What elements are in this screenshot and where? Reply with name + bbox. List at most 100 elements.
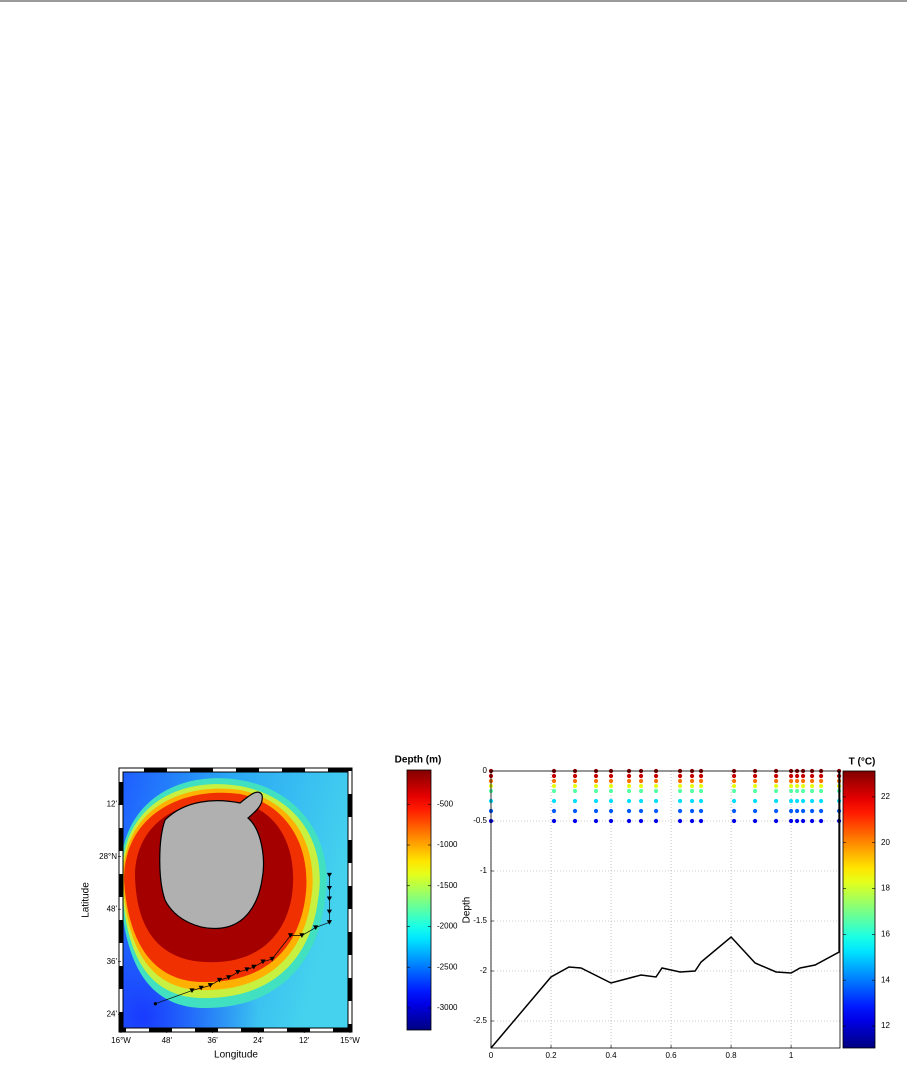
station-marker [287, 933, 294, 938]
colorbar-tick-label: 20 [881, 838, 890, 847]
temperature-sample [572, 798, 578, 804]
temperature-sample [551, 788, 557, 794]
station-marker [153, 1002, 157, 1006]
temperature-sample [689, 788, 695, 794]
colorbar-tick-label: -500 [437, 799, 454, 808]
colorbar-tick-label: 18 [881, 884, 890, 893]
temperature-sample [752, 808, 758, 814]
temperature-sample [788, 798, 794, 804]
station-marker [189, 988, 195, 994]
station-marker [269, 956, 275, 962]
temperature-sample [809, 798, 815, 804]
temperature-sample [626, 798, 632, 804]
colorbar-tick-label: -1000 [437, 840, 458, 849]
temperature-sample [653, 818, 659, 824]
temperature-sample [677, 788, 683, 794]
temperature-sample [698, 808, 704, 814]
x-tick-label: 36' [207, 1036, 218, 1045]
temperature-sample [788, 773, 794, 779]
temperature-sample [788, 808, 794, 814]
y-axis-label: Depth [462, 897, 473, 924]
temperature-sample [551, 773, 557, 779]
temperature-sample [572, 773, 578, 779]
temperature-sample [551, 808, 557, 814]
x-tick-label: 0.6 [665, 1051, 677, 1060]
temperature-sample [638, 773, 644, 779]
temperature-sample [752, 798, 758, 804]
station-marker [207, 983, 213, 988]
x-tick-label: 48' [162, 1036, 173, 1045]
station-marker [299, 933, 305, 938]
temperature-sample [773, 798, 779, 804]
temperature-sample [551, 783, 557, 789]
temperature-sample [800, 778, 806, 784]
y-tick-label: 12' [107, 799, 118, 808]
temperature-sample [551, 798, 557, 804]
colorbar-label: Depth (m) [395, 755, 442, 766]
y-tick-label: -1.5 [473, 916, 487, 925]
temperature-sample [773, 818, 779, 824]
colorbar-tick-label: -3000 [437, 1003, 458, 1012]
temperature-sample [794, 773, 800, 779]
temperature-sample [677, 798, 683, 804]
x-axis-label: Longitude [214, 1050, 258, 1061]
temperature-sample [773, 778, 779, 784]
station-marker [326, 909, 332, 915]
temperature-sample [752, 773, 758, 779]
temperature-sample [608, 808, 614, 814]
temperature-sample [608, 783, 614, 789]
x-tick-label: 0.8 [726, 1051, 738, 1060]
temperature-sample [818, 818, 824, 824]
station-marker [226, 975, 232, 980]
temperature-sample [794, 818, 800, 824]
temperature-sample [794, 788, 800, 794]
bathymetry-field [121, 770, 350, 1030]
temperature-sample [593, 808, 599, 814]
temperature-sample [698, 778, 704, 784]
temperature-sample [788, 778, 794, 784]
temperature-sample [638, 798, 644, 804]
temperature-sample [626, 778, 632, 784]
station-marker [326, 920, 332, 925]
temperature-sample [788, 783, 794, 789]
temperature-sample [608, 798, 614, 804]
temperature-sample [638, 783, 644, 789]
y-tick-label: 48' [107, 904, 118, 913]
temperature-sample [818, 773, 824, 779]
temperature-sample [809, 808, 815, 814]
station-marker [260, 959, 266, 965]
colorbar-tick-label: 16 [881, 929, 890, 938]
temperature-sample [773, 788, 779, 794]
temperature-sample [818, 783, 824, 789]
temperature-sample [794, 778, 800, 784]
station-marker [251, 964, 257, 970]
x-tick-label: 15°W [340, 1036, 360, 1045]
temperature-sample [638, 818, 644, 824]
station-marker [235, 970, 241, 975]
temperature-sample [593, 818, 599, 824]
temperature-sample [788, 788, 794, 794]
temperature-sample [677, 818, 683, 824]
temperature-sample [653, 808, 659, 814]
temperature-sample [800, 808, 806, 814]
x-tick-label: 1 [789, 1051, 794, 1060]
temperature-sample [653, 778, 659, 784]
temperature-sample [593, 773, 599, 779]
temperature-sample [689, 783, 695, 789]
plot-area [491, 771, 840, 1048]
plot-frame [490, 770, 841, 1049]
station-marker [326, 872, 332, 878]
temperature-sample [638, 788, 644, 794]
temperature-sample [689, 808, 695, 814]
temperature-sample [698, 818, 704, 824]
temperature-sample [818, 788, 824, 794]
temperature-sample [794, 798, 800, 804]
x-tick-label: 12' [299, 1036, 310, 1045]
temperature-sample [677, 783, 683, 789]
temperature-sample [608, 788, 614, 794]
temperature-sample [689, 773, 695, 779]
temperature-sample [731, 808, 737, 814]
temperature-sample [593, 788, 599, 794]
